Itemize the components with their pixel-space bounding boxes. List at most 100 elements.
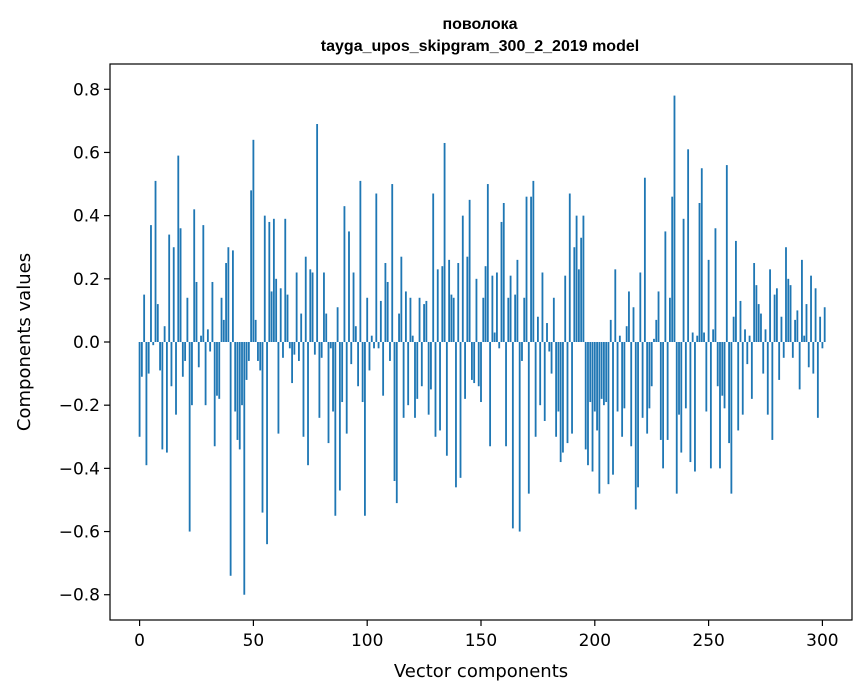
bar-103 bbox=[373, 342, 375, 349]
bar-123 bbox=[418, 297, 421, 342]
bar-184 bbox=[557, 342, 560, 412]
bar-195 bbox=[582, 215, 585, 342]
bar-36 bbox=[220, 297, 223, 342]
bar-45 bbox=[241, 342, 243, 406]
bar-217 bbox=[632, 307, 635, 342]
x-axis-ticks: 0 50 100 150 200 250 300 bbox=[134, 620, 839, 651]
bar-5 bbox=[150, 225, 152, 342]
bar-218 bbox=[634, 342, 637, 510]
bar-257 bbox=[723, 342, 726, 409]
bar-273 bbox=[760, 313, 762, 342]
bar-22 bbox=[188, 342, 191, 532]
bar-190 bbox=[571, 342, 573, 434]
bar-26 bbox=[197, 342, 200, 368]
bar-3 bbox=[145, 342, 148, 466]
bar-81 bbox=[323, 272, 325, 342]
bar-97 bbox=[359, 180, 362, 342]
bar-27 bbox=[200, 335, 202, 342]
bar-193 bbox=[577, 269, 580, 342]
bar-201 bbox=[596, 342, 598, 431]
bar-31 bbox=[209, 342, 212, 352]
bar-106 bbox=[379, 300, 382, 342]
bar-140 bbox=[457, 263, 460, 342]
bar-297 bbox=[814, 288, 817, 342]
bar-284 bbox=[785, 247, 787, 342]
bar-139 bbox=[455, 342, 457, 488]
bar-182 bbox=[552, 297, 555, 342]
bar-110 bbox=[389, 342, 391, 361]
bar-98 bbox=[361, 342, 364, 403]
bar-204 bbox=[603, 342, 605, 406]
bar-298 bbox=[816, 342, 819, 418]
bar-264 bbox=[739, 300, 742, 342]
bar-85 bbox=[332, 342, 334, 412]
bars-group bbox=[138, 95, 826, 595]
bar-169 bbox=[523, 297, 526, 342]
bar-0 bbox=[138, 342, 141, 437]
bar-205 bbox=[605, 342, 608, 403]
chart-title: поволока bbox=[442, 16, 517, 33]
bar-130 bbox=[434, 342, 437, 437]
bar-157 bbox=[496, 272, 498, 342]
bar-251 bbox=[709, 342, 712, 469]
bar-1 bbox=[140, 342, 143, 377]
bar-49 bbox=[250, 190, 253, 342]
bar-104 bbox=[375, 193, 378, 342]
bar-271 bbox=[755, 285, 758, 342]
bar-286 bbox=[789, 285, 792, 342]
bar-23 bbox=[191, 342, 193, 406]
bar-293 bbox=[805, 304, 808, 342]
bar-74 bbox=[307, 342, 309, 466]
bar-177 bbox=[541, 272, 544, 342]
y-axis-ticks: −0.8 −0.6 −0.4 −0.2 0.0 0.2 0.4 0.6 0.8 bbox=[59, 80, 110, 606]
bar-243 bbox=[691, 332, 694, 342]
x-tick-label: 100 bbox=[351, 631, 383, 651]
bar-225 bbox=[650, 342, 653, 387]
bar-231 bbox=[664, 231, 667, 342]
bar-211 bbox=[618, 335, 621, 342]
bar-149 bbox=[477, 342, 480, 387]
bar-262 bbox=[735, 240, 737, 342]
x-axis-label: Vector components bbox=[394, 661, 568, 682]
bar-109 bbox=[386, 281, 389, 342]
bar-216 bbox=[630, 342, 633, 447]
bar-151 bbox=[482, 297, 485, 342]
bar-70 bbox=[298, 342, 300, 361]
bar-206 bbox=[607, 342, 610, 485]
bar-72 bbox=[302, 342, 305, 437]
bar-145 bbox=[468, 199, 471, 342]
bar-162 bbox=[507, 297, 510, 342]
bar-77 bbox=[313, 342, 316, 355]
bar-179 bbox=[546, 323, 548, 342]
bar-90 bbox=[343, 206, 346, 342]
bar-208 bbox=[612, 342, 614, 475]
bar-32 bbox=[211, 281, 214, 342]
bar-43 bbox=[236, 342, 239, 440]
bar-122 bbox=[416, 342, 419, 399]
bar-30 bbox=[206, 329, 209, 342]
bar-12 bbox=[165, 342, 168, 453]
bar-212 bbox=[621, 342, 624, 437]
bar-166 bbox=[516, 259, 519, 342]
bar-37 bbox=[222, 319, 225, 342]
bar-8 bbox=[156, 304, 159, 342]
bar-161 bbox=[505, 342, 507, 447]
bar-25 bbox=[195, 281, 198, 342]
bar-232 bbox=[666, 342, 669, 440]
bar-75 bbox=[309, 269, 312, 342]
bar-100 bbox=[366, 297, 369, 342]
bar-230 bbox=[662, 342, 664, 469]
bar-38 bbox=[225, 263, 227, 342]
bar-199 bbox=[591, 342, 594, 472]
bar-233 bbox=[669, 297, 671, 342]
bar-119 bbox=[409, 297, 412, 342]
bar-198 bbox=[589, 342, 592, 403]
bar-127 bbox=[427, 342, 430, 415]
bar-79 bbox=[318, 342, 321, 418]
bar-120 bbox=[411, 335, 414, 342]
bar-148 bbox=[475, 278, 478, 342]
bar-235 bbox=[673, 95, 676, 342]
y-tick-label: −0.4 bbox=[59, 459, 100, 479]
bar-229 bbox=[659, 342, 662, 440]
bar-20 bbox=[184, 342, 187, 361]
